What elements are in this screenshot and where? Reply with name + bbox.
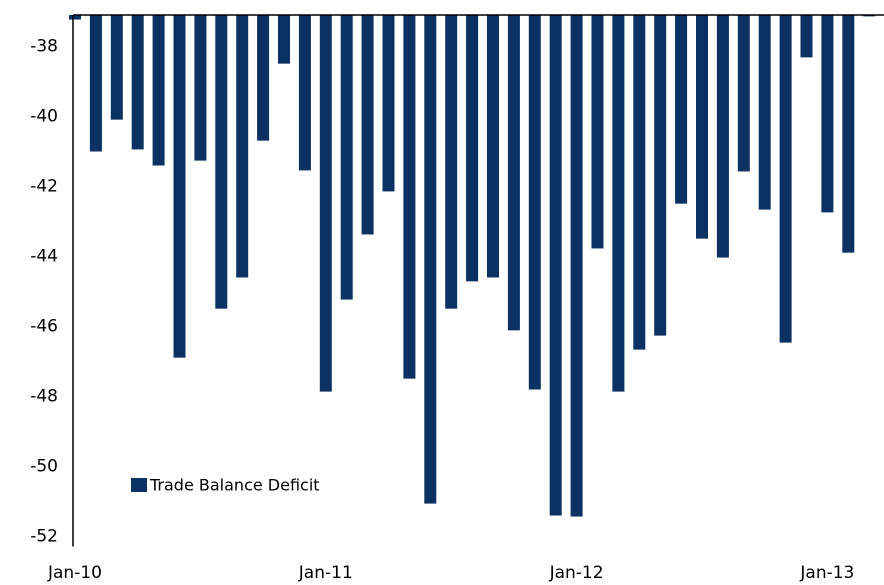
bar bbox=[716, 15, 729, 258]
y-tick-label: -38 bbox=[30, 37, 58, 57]
bar bbox=[257, 15, 270, 141]
bar bbox=[236, 15, 249, 278]
bar bbox=[654, 15, 667, 336]
bar bbox=[131, 15, 144, 150]
y-tick-label: -50 bbox=[30, 457, 58, 477]
y-tick-label: -40 bbox=[30, 107, 58, 127]
bar bbox=[549, 15, 562, 516]
bar bbox=[340, 15, 353, 300]
bar bbox=[445, 15, 458, 309]
bar bbox=[319, 15, 332, 392]
legend-marker bbox=[131, 478, 147, 492]
bar bbox=[487, 15, 499, 278]
bar bbox=[110, 15, 123, 120]
bar bbox=[152, 15, 165, 166]
bar bbox=[633, 15, 646, 350]
bar bbox=[737, 15, 750, 172]
y-tick-label: -48 bbox=[30, 387, 58, 407]
bar bbox=[800, 15, 813, 58]
bar bbox=[696, 15, 708, 239]
bar bbox=[382, 15, 395, 192]
bar bbox=[424, 15, 437, 504]
bar bbox=[779, 15, 792, 343]
bar bbox=[69, 15, 81, 20]
bar bbox=[403, 15, 416, 379]
legend-label: Trade Balance Deficit bbox=[149, 476, 320, 495]
bar bbox=[278, 15, 290, 64]
y-tick-label: -44 bbox=[30, 247, 58, 267]
bar bbox=[821, 15, 834, 213]
bar bbox=[298, 15, 311, 171]
bar bbox=[842, 15, 855, 253]
bar bbox=[612, 15, 625, 392]
bar bbox=[215, 15, 228, 309]
bar bbox=[507, 15, 520, 331]
bar bbox=[591, 15, 604, 249]
bar bbox=[528, 15, 541, 390]
x-tick-label: Jan-12 bbox=[549, 563, 604, 583]
bar bbox=[361, 15, 374, 235]
y-tick-label: -52 bbox=[30, 527, 58, 547]
y-tick-label: -46 bbox=[30, 317, 58, 337]
x-tick-label: Jan-10 bbox=[47, 563, 102, 583]
bar bbox=[173, 15, 186, 358]
bar bbox=[89, 15, 102, 152]
bar bbox=[570, 15, 583, 517]
x-tick-label: Jan-11 bbox=[298, 563, 353, 583]
bar bbox=[758, 15, 771, 210]
y-tick-label: -42 bbox=[30, 177, 58, 197]
bar bbox=[675, 15, 688, 204]
bar bbox=[194, 15, 207, 161]
bar bbox=[466, 15, 479, 282]
x-tick-label: Jan-13 bbox=[799, 563, 854, 583]
